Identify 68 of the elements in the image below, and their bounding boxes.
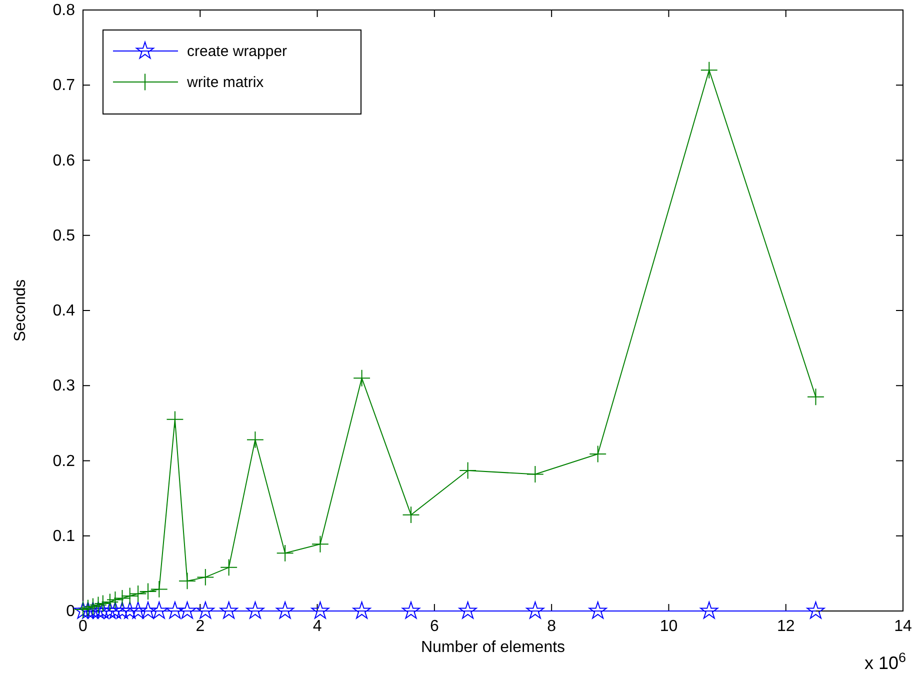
y-tick-label: 0 — [66, 603, 76, 620]
y-tick-label: 0.4 — [52, 302, 76, 320]
legend-label: write matrix — [186, 74, 264, 91]
point — [113, 602, 132, 619]
y-axis-title: Seconds — [12, 279, 29, 342]
point — [220, 558, 238, 576]
y-tick-label: 0.2 — [52, 452, 76, 470]
point — [150, 580, 168, 598]
point — [246, 431, 264, 448]
point — [166, 602, 184, 619]
point — [526, 602, 544, 619]
y-tick-label: 0.1 — [52, 528, 76, 545]
point — [276, 544, 294, 562]
point — [120, 602, 139, 619]
point — [178, 572, 196, 590]
x-tick-label: 2 — [196, 618, 205, 635]
x-tick-label: 10 — [660, 618, 678, 635]
point — [807, 388, 824, 406]
x-tick-label: 4 — [312, 618, 322, 635]
x-tick-label: 12 — [776, 618, 795, 635]
point — [276, 602, 294, 619]
point — [196, 602, 214, 619]
point — [129, 602, 148, 619]
point — [114, 590, 131, 607]
y-tick-label: 0.8 — [52, 2, 76, 19]
point — [526, 466, 544, 483]
point — [353, 369, 371, 387]
point — [402, 602, 420, 619]
legend-label: create wrapper — [187, 43, 288, 60]
point — [90, 596, 107, 614]
point — [139, 582, 157, 600]
x-tick-label: 8 — [547, 618, 556, 635]
point — [589, 445, 607, 463]
point — [89, 602, 108, 619]
text: x 10$^{6}$ — [864, 650, 906, 673]
point — [166, 410, 184, 428]
x-tick-label: 0 — [78, 618, 88, 635]
point — [150, 602, 168, 619]
point — [220, 602, 238, 619]
point — [106, 602, 124, 619]
point — [312, 535, 329, 553]
point — [94, 602, 112, 619]
point — [100, 602, 119, 619]
y-tick-label: 0.5 — [52, 227, 76, 244]
point — [129, 585, 147, 602]
point — [458, 602, 477, 619]
x-tick-label: 14 — [894, 618, 912, 635]
point — [139, 602, 158, 619]
x-axis-title: Number of elements — [420, 639, 566, 656]
point — [311, 602, 330, 619]
point — [700, 61, 718, 79]
point — [101, 593, 119, 611]
point — [178, 602, 196, 619]
point — [94, 594, 112, 612]
point — [106, 591, 124, 608]
x-tick-label: 6 — [430, 618, 439, 635]
point — [352, 602, 371, 619]
point — [402, 506, 420, 524]
y-tick-label: 0.7 — [52, 77, 76, 94]
point — [700, 602, 718, 619]
point — [121, 587, 139, 605]
point — [459, 462, 477, 480]
point — [246, 602, 264, 619]
point — [588, 602, 607, 619]
point — [196, 568, 214, 586]
y-tick-label: 0.6 — [52, 152, 76, 170]
y-tick-label: 0.3 — [52, 378, 76, 395]
point — [806, 602, 825, 619]
